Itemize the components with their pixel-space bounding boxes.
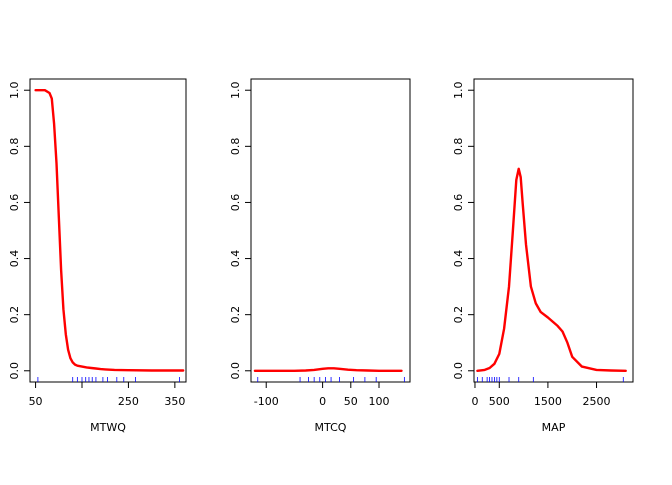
x-tick-label: 0 <box>471 395 478 408</box>
y-tick-label: 0.8 <box>229 138 242 156</box>
plot-frame <box>473 78 634 383</box>
chart-panel-2: 0.0 0.2 0.4 0.6 0.8 1.0 -100 0 50 100 MTCQ <box>229 78 411 434</box>
y-tick-label: 0.4 <box>8 250 21 268</box>
x-axis-title: MTCQ <box>315 421 347 434</box>
x-tick-label: 50 <box>344 395 358 408</box>
plot-frame <box>250 78 411 383</box>
x-tick-label: 1500 <box>534 395 562 408</box>
y-tick-label: 0.6 <box>8 194 21 212</box>
x-axis-title: MAP <box>542 421 566 434</box>
x-tick-label: 350 <box>164 395 185 408</box>
y-tick-label: 1.0 <box>8 81 21 99</box>
y-tick-label: 0.4 <box>229 250 242 268</box>
y-tick-label: 0.0 <box>452 362 465 380</box>
x-tick-label: -100 <box>254 395 279 408</box>
y-tick-label: 0.4 <box>452 250 465 268</box>
x-tick-label: 500 <box>489 395 510 408</box>
y-tick-label: 1.0 <box>452 81 465 99</box>
y-tick-label: 0.2 <box>452 306 465 324</box>
x-axis-title: MTWQ <box>90 421 126 434</box>
series-line <box>34 89 185 372</box>
chart-panel-1: 0.0 0.2 0.4 0.6 0.8 1.0 50 250 350 MTWQ <box>8 78 187 434</box>
y-tick-label: 0.0 <box>229 362 242 380</box>
y-tick-label: 0.0 <box>8 362 21 380</box>
y-tick-label: 0.8 <box>452 138 465 156</box>
x-tick-label: 250 <box>118 395 139 408</box>
chart-panel-3: 0.0 0.2 0.4 0.6 0.8 1.0 0 500 1500 2500 MAP <box>452 78 634 434</box>
x-tick-label: 2500 <box>583 395 611 408</box>
x-tick-label: 50 <box>29 395 43 408</box>
x-tick-label: 0 <box>319 395 326 408</box>
y-tick-label: 0.2 <box>8 306 21 324</box>
y-tick-label: 0.6 <box>452 194 465 212</box>
y-tick-label: 0.8 <box>8 138 21 156</box>
y-tick-label: 1.0 <box>229 81 242 99</box>
x-tick-label: 100 <box>368 395 389 408</box>
y-tick-label: 0.6 <box>229 194 242 212</box>
series-line <box>253 367 403 372</box>
y-tick-label: 0.2 <box>229 306 242 324</box>
series-line <box>476 167 627 372</box>
plot-frame <box>29 78 187 383</box>
